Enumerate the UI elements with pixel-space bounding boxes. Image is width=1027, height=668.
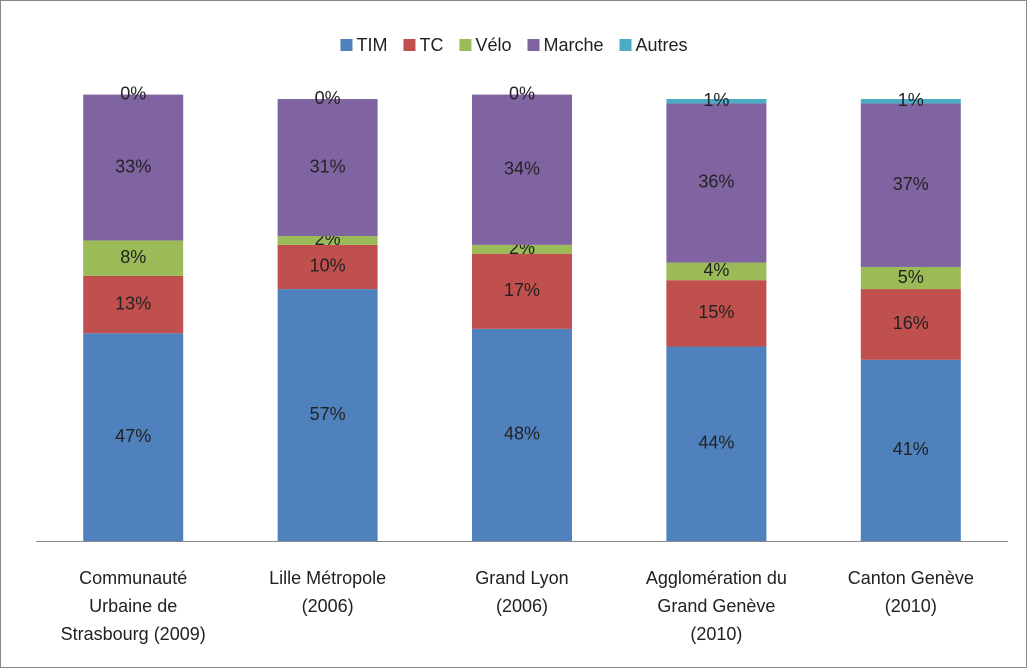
x-tick-label: Canton Genève (2010) (848, 568, 974, 616)
bar-segment (472, 244, 572, 254)
legend-swatch (619, 39, 632, 51)
data-label: 31% (310, 156, 346, 176)
data-label: 0% (315, 88, 341, 108)
data-label: 41% (893, 439, 929, 459)
data-label: 4% (703, 260, 729, 280)
bar-segment (666, 262, 767, 281)
data-label: 57% (310, 404, 346, 424)
data-label: 36% (698, 172, 734, 192)
data-label: 0% (509, 83, 535, 103)
bar-segment (83, 333, 184, 541)
bar-segment (666, 280, 767, 347)
bar-segment (277, 289, 378, 541)
data-label: 16% (893, 313, 929, 333)
bar-segment (860, 359, 961, 541)
bar-segment (860, 103, 961, 267)
legend-swatch (459, 39, 472, 51)
data-label: 1% (703, 90, 729, 110)
bar-segment (860, 289, 961, 360)
data-label: 34% (504, 158, 540, 178)
x-tick-label: Grand Lyon (2006) (475, 568, 568, 616)
x-tick-label: Communauté Urbaine de Strasbourg (2009) (61, 568, 206, 644)
data-label: 10% (310, 256, 346, 276)
data-label: 5% (898, 267, 924, 287)
data-label: 13% (115, 293, 151, 313)
bar-segment (277, 236, 378, 245)
data-label: 48% (504, 424, 540, 444)
bar-segment (860, 99, 961, 104)
legend-label: TC (419, 35, 443, 55)
bar-segment (472, 253, 572, 329)
bar-segment (666, 99, 767, 104)
legend-label: Marche (543, 35, 603, 55)
legend-label: TIM (356, 35, 387, 55)
data-label: 44% (698, 433, 734, 453)
bar-segment (860, 266, 961, 290)
bar-segment (666, 346, 767, 541)
data-label: 8% (120, 247, 146, 267)
legend-label: Vélo (475, 35, 511, 55)
x-tick-label: Lille Métropole (2006) (269, 568, 386, 616)
bar-segment (83, 94, 184, 241)
data-label: 17% (504, 280, 540, 300)
bar-segment (277, 244, 378, 290)
data-label: 15% (698, 302, 734, 322)
bar-segment (472, 94, 572, 245)
bar-segment (472, 328, 572, 541)
x-tick-label: Agglomération du Grand Genève (2010) (646, 568, 787, 644)
data-label: 37% (893, 174, 929, 194)
bar-segment (666, 103, 767, 263)
data-label: 47% (115, 426, 151, 446)
bar-segment (277, 99, 378, 237)
data-label: 33% (115, 156, 151, 176)
bar-segment (83, 275, 184, 334)
bar-segment (83, 240, 184, 276)
legend-swatch (527, 39, 540, 51)
legend-label: Autres (636, 35, 688, 55)
legend-swatch (403, 39, 416, 51)
data-label: 0% (120, 83, 146, 103)
data-label: 1% (898, 90, 924, 110)
legend-swatch (340, 39, 353, 51)
